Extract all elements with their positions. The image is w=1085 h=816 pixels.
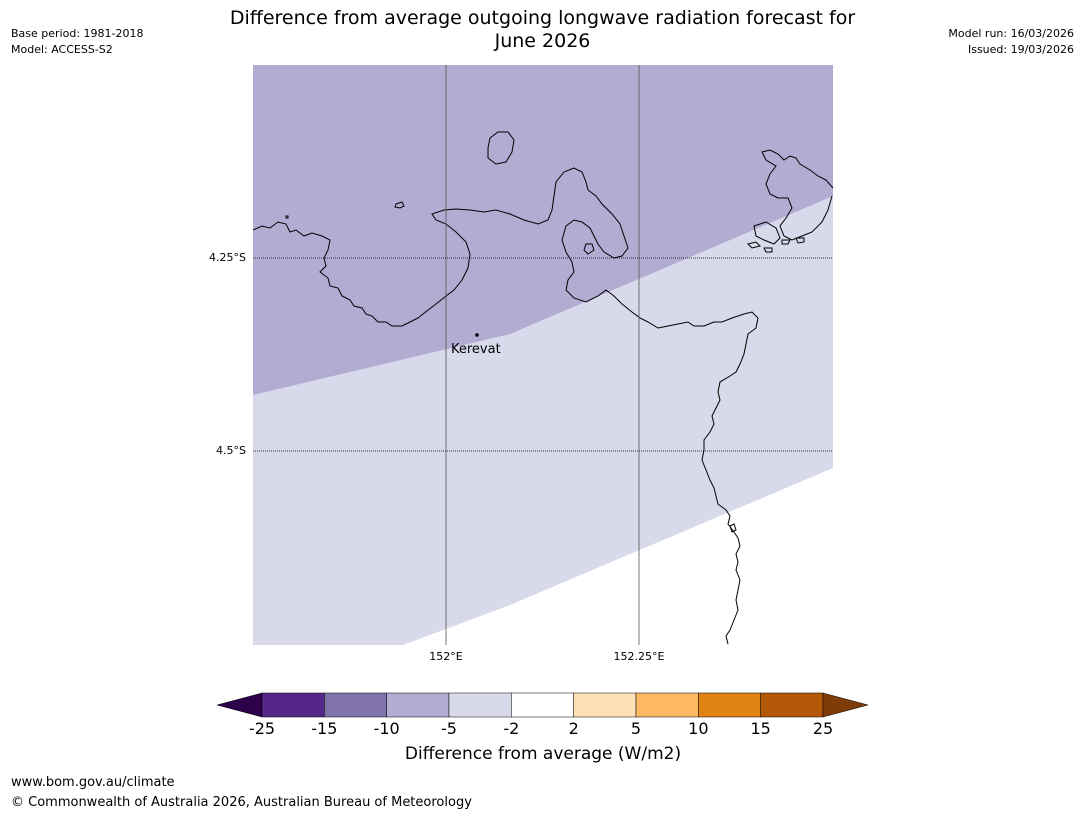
meta-right: Model run: 16/03/2026 Issued: 19/03/2026 — [948, 26, 1074, 58]
colorbar-label: Difference from average (W/m2) — [404, 744, 682, 764]
river-loop — [729, 523, 737, 533]
lon-label-152: 152°E — [429, 650, 463, 663]
island-small-west — [394, 201, 405, 209]
colorbar-tick-label: -2 — [503, 719, 520, 738]
colorbar-extend-low — [216, 692, 263, 718]
colorbar-extend-high — [822, 692, 869, 718]
map-title: Difference from average outgoing longwav… — [150, 7, 935, 53]
town-marker — [475, 333, 479, 337]
islet-west — [285, 215, 289, 219]
anomaly-zone-dark — [253, 65, 833, 395]
colorbar-tick-label: 2 — [568, 719, 579, 738]
colorbar-segment — [386, 692, 450, 718]
lat-label-4-5: 4.5°S — [216, 444, 246, 457]
island-north — [487, 131, 515, 165]
island-east-e — [795, 237, 805, 244]
island-east-b — [747, 241, 761, 249]
model-name: Model: ACCESS-S2 — [11, 43, 113, 56]
coastline-main — [252, 167, 759, 645]
town-label: Kerevat — [451, 342, 501, 357]
island-east-d — [781, 239, 791, 245]
title-line-2: June 2026 — [494, 30, 591, 52]
colorbar-tick-label: 15 — [750, 719, 771, 738]
colorbar-segment — [448, 692, 512, 718]
colorbar-tick-label: -15 — [311, 719, 338, 738]
forecast-map — [252, 65, 834, 645]
footer-copyright: © Commonwealth of Australia 2026, Austra… — [11, 795, 472, 810]
graticule — [253, 65, 833, 645]
colorbar-segment — [324, 692, 387, 718]
title-line-1: Difference from average outgoing longwav… — [229, 7, 856, 29]
colorbar-tick-label: 5 — [630, 719, 642, 738]
colorbar-segment — [698, 692, 761, 718]
island-east-a — [753, 221, 781, 245]
colorbar-segment — [635, 692, 699, 718]
island-east-c — [763, 247, 773, 253]
colorbar-tick-label: -5 — [441, 719, 457, 738]
footer-url: www.bom.gov.au/climate — [11, 775, 175, 790]
colorbar-tick-label: -25 — [248, 719, 276, 738]
colorbar-tick-label: 25 — [812, 719, 834, 738]
colorbar-segment — [261, 692, 325, 718]
colorbar-tick-label: -10 — [373, 719, 400, 738]
lon-label-152-25: 152.25°E — [613, 650, 665, 663]
base-period: Base period: 1981-2018 — [11, 27, 144, 40]
inlet-loop — [583, 243, 595, 255]
model-run: Model run: 16/03/2026 — [948, 27, 1074, 40]
colorbar-segment — [573, 692, 637, 718]
colorbar-segment — [760, 692, 824, 718]
colorbar-tick-label: 10 — [688, 719, 709, 738]
meta-left: Base period: 1981-2018 Model: ACCESS-S2 — [11, 26, 143, 58]
colorbar-segment — [511, 692, 574, 718]
lat-label-4-25: 4.25°S — [209, 251, 246, 264]
coastline — [252, 131, 834, 645]
issued-date: Issued: 19/03/2026 — [967, 43, 1074, 56]
